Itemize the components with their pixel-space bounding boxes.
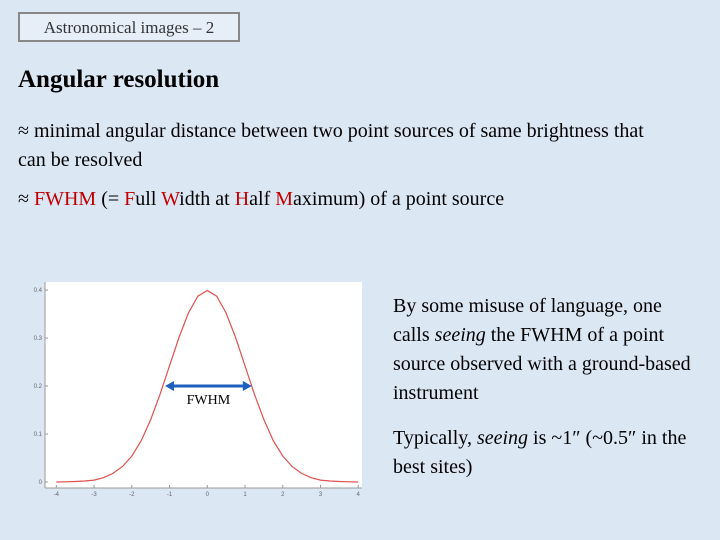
x-tick-label: 2 — [281, 492, 285, 498]
text-run: alf — [249, 188, 276, 210]
text-run: ull — [135, 188, 162, 210]
text-run: seeing — [434, 324, 486, 346]
x-tick-label: 4 — [357, 492, 361, 498]
text-run: the FWHM of a point source observed with… — [393, 324, 691, 404]
y-tick-label: 0 — [39, 480, 43, 486]
x-tick-label: 3 — [319, 492, 323, 498]
x-tick-label: -2 — [129, 492, 135, 498]
text-run: Typically, — [393, 427, 477, 449]
x-tick-label: 1 — [243, 492, 247, 498]
arrow-head — [242, 381, 252, 391]
paragraph: ≈ FWHM (= Full Width at Half Maximum) of… — [18, 188, 504, 211]
slide-title: Angular resolution — [18, 66, 220, 93]
slide-tag: Astronomical images – 2 — [18, 12, 240, 42]
side-text: By some misuse of language, one calls se… — [393, 292, 703, 408]
text-run: H — [234, 188, 250, 210]
gaussian-curve — [56, 289, 359, 483]
text-run: seeing — [476, 427, 529, 449]
x-tick-label: -1 — [167, 492, 173, 498]
text-run: F — [124, 188, 136, 210]
side-text: Typically, seeing is ~1″ (~0.5″ in the b… — [393, 424, 703, 482]
y-tick-label: 0.3 — [34, 336, 43, 342]
y-tick-label: 0.2 — [34, 384, 43, 390]
paragraph: ≈ minimal angular distance between two p… — [18, 120, 644, 171]
text-run: ≈ — [18, 188, 34, 210]
text-run: (= — [96, 188, 125, 210]
text-run: M — [275, 188, 294, 210]
text-run: idth at — [179, 188, 235, 210]
text-run: FWHM — [33, 188, 97, 210]
text-run: aximum) of a point source — [293, 188, 505, 210]
text-run: is ~1″ (~0.5″ in the best sites) — [393, 427, 687, 478]
arrow-head — [165, 381, 175, 391]
x-tick-label: -3 — [91, 492, 97, 498]
fwhm-label: FWHM — [187, 393, 231, 408]
text-run: By some misuse of language, one calls — [393, 295, 662, 346]
text-run: W — [161, 188, 180, 210]
y-tick-label: 0.4 — [34, 288, 43, 294]
y-tick-label: 0.1 — [34, 432, 43, 438]
x-tick-label: 0 — [206, 492, 210, 498]
x-tick-label: -4 — [54, 492, 60, 498]
